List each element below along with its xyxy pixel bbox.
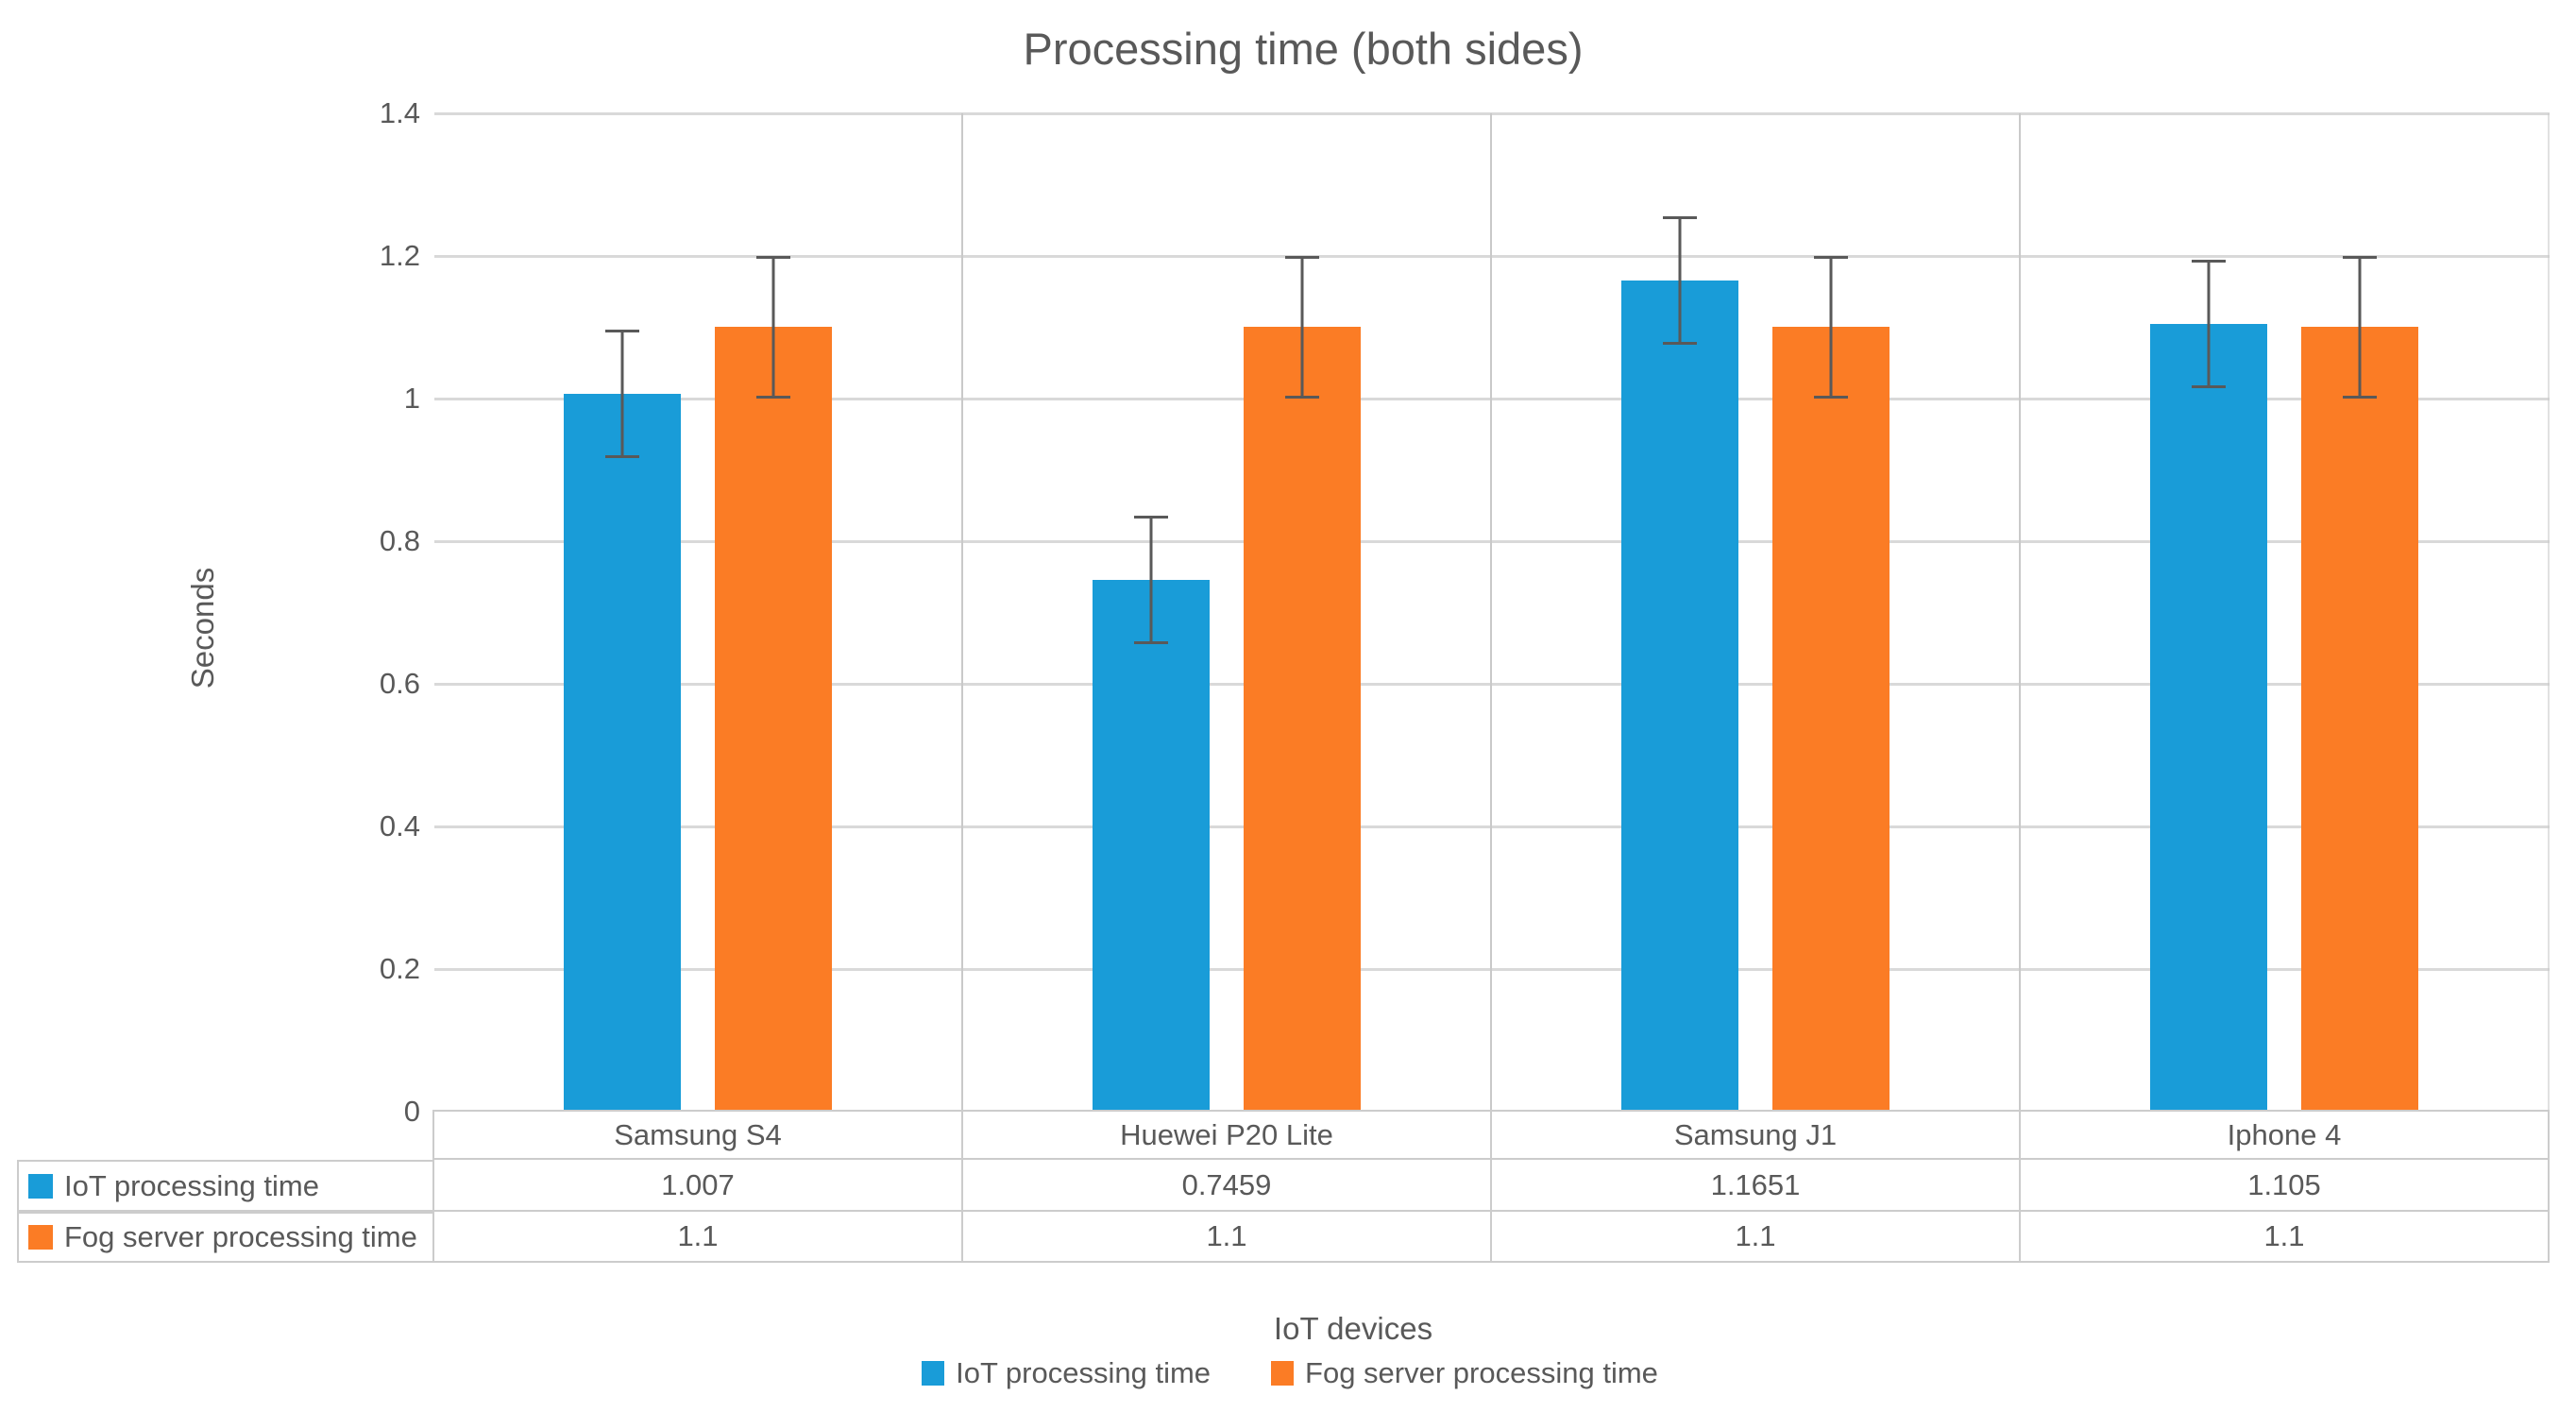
legend-label: Fog server processing time (1305, 1356, 1658, 1389)
table-row-label-fog-server-processing-time: Fog server processing time (17, 1212, 434, 1263)
legend-label: IoT processing time (956, 1356, 1212, 1389)
y-tick-1.2: 1.2 (379, 239, 420, 272)
gridline-0.8 (434, 540, 2550, 543)
y-tick-1: 1 (403, 382, 420, 415)
error-bar-stem (620, 329, 624, 458)
error-bar-cap-top (1814, 256, 1848, 259)
legend-key-fog-server-processing-time (28, 1225, 53, 1250)
bar-iot-processing-time-iphone-4 (2150, 324, 2267, 1112)
error-bar-cap-top (1663, 216, 1697, 220)
error-bar-cap-bottom (605, 454, 639, 458)
y-tick-0.6: 0.6 (379, 667, 420, 700)
legend-swatch-fog-server-processing-time (1271, 1361, 1295, 1386)
bar-iot-processing-time-huewei-p20-lite (1093, 580, 1210, 1112)
error-bar-cap-top (2343, 256, 2377, 259)
table-corner-cell (17, 1110, 434, 1160)
bar-fog-server-processing-time-samsung-s4 (715, 327, 832, 1112)
category-separator-3 (2019, 113, 2021, 1112)
data-table: Samsung S4 Huewei P20 Lite Samsung J1 Iphon… (17, 1110, 2550, 1263)
gridline-0.6 (434, 683, 2550, 686)
y-tick-0: 0 (403, 1095, 420, 1128)
error-bar-cap-top (1134, 515, 1168, 519)
y-tick-0.2: 0.2 (379, 952, 420, 985)
table-value-iot-processing-time-samsung-j1: 1.1651 (1492, 1160, 2021, 1212)
y-tick-0.4: 0.4 (379, 809, 420, 842)
error-bar-stem (1149, 515, 1153, 644)
table-row-label-iot-processing-time: IoT processing time (17, 1160, 434, 1212)
series-label: Fog server processing time (64, 1220, 417, 1253)
gridline-1.4 (434, 112, 2550, 115)
error-bar-cap-bottom (1814, 396, 1848, 399)
error-bar-iot-processing-time-iphone-4 (2192, 259, 2226, 388)
chart-title: Processing time (both sides) (1023, 24, 1584, 74)
table-value-fog-server-processing-time-samsung-j1: 1.1 (1492, 1212, 2021, 1263)
error-bar-cap-top (1285, 256, 1319, 259)
table-header-iphone-4: Iphone 4 (2021, 1110, 2550, 1160)
error-bar-stem (1300, 256, 1304, 399)
error-bar-stem (1678, 216, 1682, 346)
table-value-fog-server-processing-time-samsung-s4: 1.1 (434, 1212, 963, 1263)
error-bar-cap-bottom (1663, 342, 1697, 346)
table-header-samsung-s4: Samsung S4 (434, 1110, 963, 1160)
category-separator-4 (2548, 113, 2550, 1112)
table-value-fog-server-processing-time-iphone-4: 1.1 (2021, 1212, 2550, 1263)
error-bar-fog-server-processing-time-huewei-p20-lite (1285, 256, 1319, 399)
error-bar-stem (2358, 256, 2362, 399)
gridline-0.2 (434, 968, 2550, 971)
bar-fog-server-processing-time-huewei-p20-lite (1244, 327, 1361, 1112)
legend-item-iot-processing-time: IoT processing time (922, 1356, 1211, 1390)
bar-fog-server-processing-time-iphone-4 (2301, 327, 2418, 1112)
gridline-1.2 (434, 255, 2550, 258)
y-tick-0.8: 0.8 (379, 524, 420, 557)
bar-iot-processing-time-samsung-j1 (1621, 281, 1738, 1112)
error-bar-cap-bottom (1285, 396, 1319, 399)
table-header-huewei-p20-lite: Huewei P20 Lite (963, 1110, 1492, 1160)
y-tick-1.4: 1.4 (379, 96, 420, 129)
error-bar-iot-processing-time-samsung-s4 (605, 329, 639, 458)
error-bar-cap-top (2192, 259, 2226, 263)
table-value-iot-processing-time-huewei-p20-lite: 0.7459 (963, 1160, 1492, 1212)
category-separator-2 (1490, 113, 1492, 1112)
error-bar-cap-bottom (2192, 384, 2226, 388)
x-axis-title: IoT devices (1273, 1311, 1433, 1346)
error-bar-iot-processing-time-samsung-j1 (1663, 216, 1697, 346)
table-value-iot-processing-time-iphone-4: 1.105 (2021, 1160, 2550, 1212)
error-bar-cap-bottom (756, 396, 790, 399)
error-bar-cap-bottom (2343, 396, 2377, 399)
legend-key-iot-processing-time (28, 1173, 53, 1199)
error-bar-cap-bottom (1134, 640, 1168, 644)
error-bar-fog-server-processing-time-iphone-4 (2343, 256, 2377, 399)
error-bar-fog-server-processing-time-samsung-j1 (1814, 256, 1848, 399)
error-bar-cap-top (605, 329, 639, 332)
error-bar-fog-server-processing-time-samsung-s4 (756, 256, 790, 399)
bar-fog-server-processing-time-samsung-j1 (1772, 327, 1890, 1112)
y-axis-title: Seconds (185, 567, 220, 689)
table-value-fog-server-processing-time-huewei-p20-lite: 1.1 (963, 1212, 1492, 1263)
error-bar-iot-processing-time-huewei-p20-lite (1134, 515, 1168, 644)
bar-iot-processing-time-samsung-s4 (564, 394, 681, 1112)
category-separator-1 (961, 113, 963, 1112)
plot-area (434, 112, 2550, 1112)
error-bar-stem (1829, 256, 1833, 399)
legend: IoT processing time Fog server processing… (0, 1356, 2576, 1390)
series-label: IoT processing time (64, 1168, 319, 1202)
table-header-samsung-j1: Samsung J1 (1492, 1110, 2021, 1160)
error-bar-cap-top (756, 256, 790, 259)
error-bar-stem (2207, 259, 2211, 388)
legend-swatch-iot-processing-time (922, 1361, 945, 1386)
gridline-0.4 (434, 825, 2550, 828)
legend-item-fog-server-processing-time: Fog server processing time (1271, 1356, 1658, 1390)
gridline-1 (434, 398, 2550, 400)
error-bar-stem (771, 256, 775, 399)
table-value-iot-processing-time-samsung-s4: 1.007 (434, 1160, 963, 1212)
